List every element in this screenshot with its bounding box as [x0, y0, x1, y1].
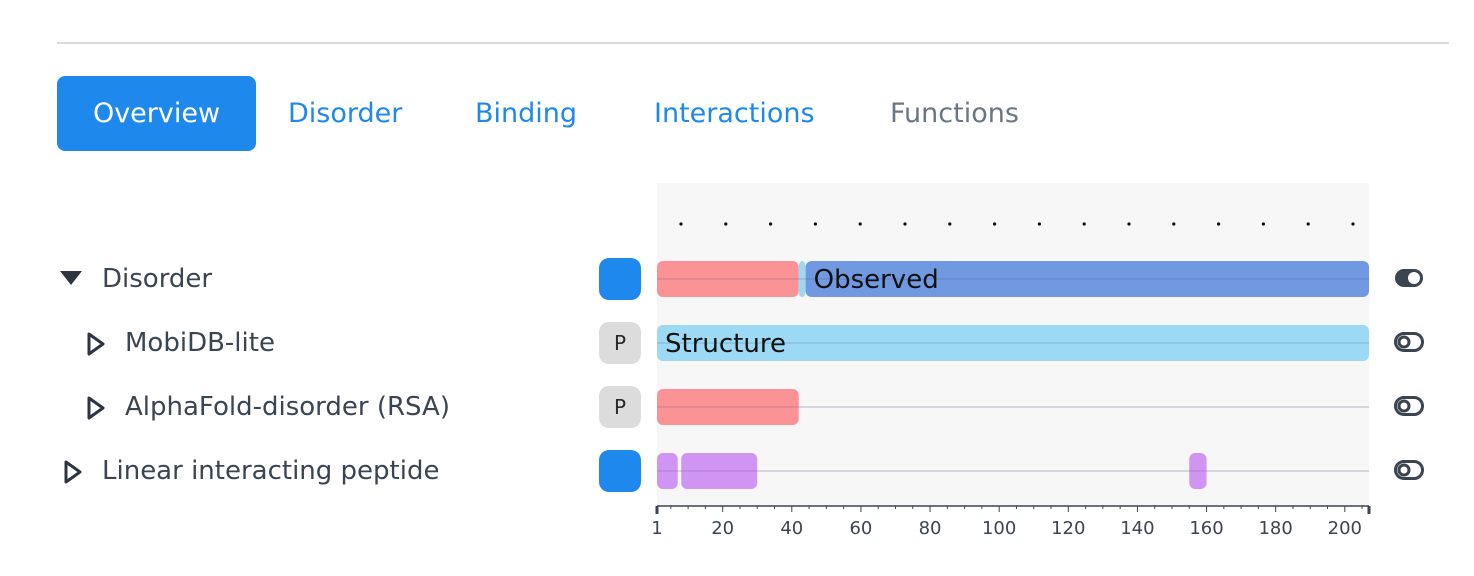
feature-segment[interactable] [657, 261, 799, 297]
overview-dot [1261, 222, 1265, 226]
overview-dot [724, 222, 728, 226]
toggle-on-icon[interactable] [1394, 268, 1424, 288]
caret-right-icon[interactable] [87, 332, 105, 356]
caret-down-icon[interactable] [59, 270, 83, 286]
feature-segment[interactable] [805, 261, 1369, 297]
source-badge [599, 450, 641, 492]
overview-dot [993, 222, 997, 226]
feature-segment[interactable] [657, 453, 678, 489]
feature-segment[interactable] [657, 325, 1369, 361]
overview-dot [679, 222, 683, 226]
tab-interactions[interactable]: Interactions [654, 98, 815, 129]
toggle-off-icon[interactable] [1394, 396, 1424, 416]
feature-segment[interactable] [798, 261, 806, 297]
caret-right-icon[interactable] [87, 396, 105, 420]
axis-tick-label: 40 [780, 518, 803, 539]
sequence-axis: 1 20 40 60 80 100 120 140 160 180 200 [651, 505, 1371, 539]
axis-tick-label: 180 [1258, 518, 1292, 539]
feature-segment[interactable] [681, 453, 758, 489]
axis-tick-label: 140 [1120, 518, 1154, 539]
overview-dot [1037, 222, 1041, 226]
caret-right-icon[interactable] [64, 460, 82, 484]
axis-tick-label: 120 [1051, 518, 1085, 539]
feature-label: Structure [665, 329, 786, 359]
axis-tick-label: 80 [919, 518, 942, 539]
tab-overview[interactable]: Overview [57, 76, 256, 151]
tab-functions[interactable]: Functions [890, 98, 1019, 129]
overview-dot [769, 222, 773, 226]
overview-dot [948, 222, 952, 226]
tab-binding[interactable]: Binding [475, 98, 578, 129]
source-badge [599, 258, 641, 300]
axis-tick-label: 60 [849, 518, 872, 539]
axis-tick-label: 100 [982, 518, 1016, 539]
overview-dot [1351, 222, 1355, 226]
axis-tick-label: 200 [1328, 518, 1362, 539]
overview-dot [858, 222, 862, 226]
overview-dot [813, 222, 818, 226]
axis-tick-label: 20 [711, 518, 734, 539]
row-label-linear-interacting-peptide[interactable]: Linear interacting peptide [102, 456, 440, 486]
overview-dot [1217, 222, 1221, 226]
overview-dot [1127, 222, 1131, 226]
row-label-mobidb-lite[interactable]: MobiDB-lite [125, 328, 275, 358]
overview-dot [903, 222, 907, 226]
predicted-badge: P [599, 322, 641, 364]
overview-dot [1172, 222, 1176, 226]
overview-dots [679, 222, 1355, 226]
row-label-alphafold-disorder[interactable]: AlphaFold-disorder (RSA) [125, 392, 450, 422]
track-baselines [657, 278, 1369, 472]
feature-label: Observed [814, 265, 939, 295]
row-label-disorder[interactable]: Disorder [102, 264, 213, 294]
axis-tick-label: 160 [1189, 518, 1223, 539]
axis-tick-label: 1 [651, 518, 662, 539]
overview-dot [1082, 222, 1086, 226]
toggle-off-icon[interactable] [1394, 460, 1424, 480]
feature-segments[interactable]: Observed Structure [657, 261, 1369, 489]
feature-segment[interactable] [1189, 453, 1207, 489]
tab-disorder[interactable]: Disorder [288, 98, 403, 129]
toggle-off-icon[interactable] [1394, 332, 1424, 352]
overview-dot [1306, 222, 1310, 226]
predicted-badge: P [599, 386, 641, 428]
feature-segment[interactable] [657, 389, 799, 425]
top-divider [57, 42, 1449, 44]
